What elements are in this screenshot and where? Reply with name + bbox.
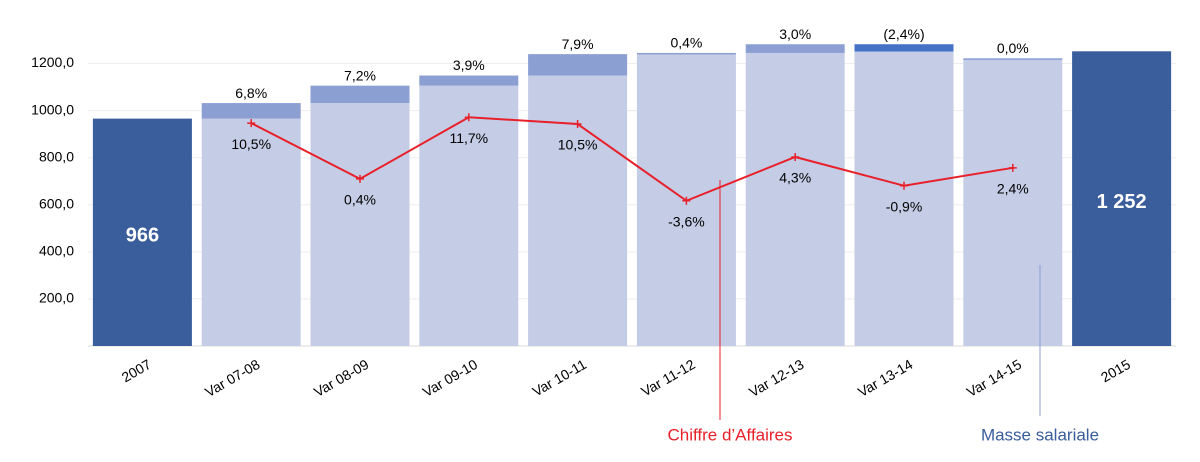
line-marker	[900, 181, 908, 190]
legend-entry: Chiffre d’Affaires	[667, 425, 792, 444]
line-label: 10,5%	[558, 137, 598, 153]
y-tick-label: 200,0	[39, 290, 74, 306]
line-label: 10,5%	[231, 136, 271, 152]
base-bar	[854, 51, 954, 347]
change-bar	[528, 54, 628, 76]
line	[250, 116, 1013, 202]
base-bar	[201, 118, 301, 346]
change-label: 7,9%	[562, 36, 594, 52]
x-tick-label: Var 09-10	[420, 356, 481, 400]
y-tick-label: 400,0	[39, 243, 74, 259]
change-bar	[963, 58, 1063, 60]
base-bar	[310, 103, 410, 347]
x-tick-label: 2007	[119, 356, 154, 386]
change-bar	[419, 75, 519, 86]
x-tick-label: Var 12-13	[746, 356, 807, 400]
y-tick-label: 800,0	[39, 148, 74, 164]
x-tick-label: Var 13-14	[855, 356, 916, 400]
line-marker	[573, 120, 582, 129]
change-bar	[201, 103, 301, 119]
total-label: 1 252	[1097, 191, 1147, 213]
line-marker	[1008, 163, 1017, 172]
line-label: -3,6%	[668, 213, 705, 229]
line-marker	[247, 119, 256, 128]
x-tick-label: Var 14-15	[964, 356, 1025, 400]
change-label: 3,9%	[453, 57, 485, 73]
x-tick-label: Var 10-11	[530, 356, 590, 400]
x-tick-label: Var 08-09	[311, 356, 372, 400]
change-label: 6,8%	[235, 85, 267, 101]
change-bar	[310, 85, 410, 104]
line-label: -0,9%	[886, 198, 923, 214]
legend-entry: Masse salariale	[981, 425, 1099, 444]
total-bar	[1072, 51, 1172, 346]
total-label: 966	[126, 225, 159, 247]
base-bar	[528, 75, 628, 346]
base-bar	[419, 85, 519, 346]
line-label: 4,3%	[779, 170, 811, 186]
line-marker	[682, 196, 691, 205]
change-label: (2,4%)	[883, 26, 924, 42]
line-marker	[356, 174, 364, 183]
change-bar	[745, 44, 845, 53]
y-tick-label: 600,0	[39, 195, 74, 211]
change-label: 3,0%	[779, 26, 811, 42]
x-tick-label: Var 11-12	[638, 356, 698, 400]
line-marker	[464, 113, 473, 122]
base-bar	[745, 52, 845, 346]
x-tick-label: Var 07-08	[202, 356, 263, 400]
x-tick-label: 2015	[1098, 356, 1133, 386]
line-label: 11,7%	[449, 130, 488, 146]
total-bar	[92, 118, 192, 346]
base-bar	[963, 58, 1063, 347]
y-tick-label: 1000,0	[31, 101, 74, 117]
change-bar	[854, 44, 954, 52]
y-tick-label: 1200,0	[31, 54, 74, 70]
change-bar	[636, 52, 736, 55]
change-label: 0,4%	[670, 35, 702, 51]
line-marker	[791, 152, 800, 161]
line-label: 2,4%	[997, 181, 1029, 197]
line-label: 0,4%	[344, 192, 376, 208]
change-label: 0,0%	[997, 40, 1029, 56]
change-label: 7,2%	[344, 67, 376, 83]
